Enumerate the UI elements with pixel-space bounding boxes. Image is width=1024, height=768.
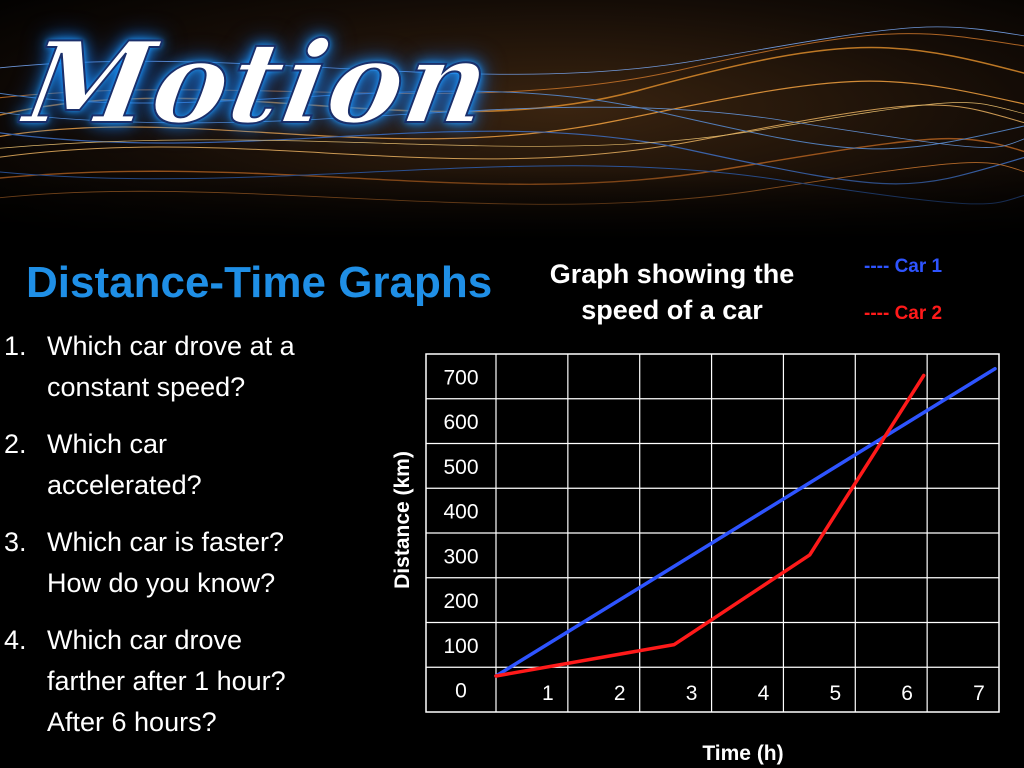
question-number: 3. (4, 527, 27, 557)
question-4: 4. Which car drove farther after 1 hour?… (4, 620, 384, 743)
y-tick-label: 200 (443, 590, 478, 613)
question-number: 1. (4, 331, 27, 361)
x-tick-label: 6 (901, 682, 913, 705)
x-tick-label: 3 (686, 682, 698, 705)
question-line: Which car drove (47, 625, 243, 655)
motion-logo: Motion (16, 17, 502, 150)
question-line: After 6 hours? (47, 707, 217, 737)
x-tick-label: 1 (542, 682, 554, 705)
question-line: Which car is faster? (47, 527, 285, 557)
y-tick-label: 300 (443, 545, 478, 568)
question-3: 3. Which car is faster? How do you know? (4, 522, 384, 604)
y-tick-label: 600 (443, 411, 478, 434)
question-number: 2. (4, 429, 27, 459)
slide-heading: Distance-Time Graphs (26, 258, 493, 307)
x-tick-label: 4 (758, 682, 770, 705)
question-line: Which car (47, 429, 168, 459)
series-line-car-2 (494, 373, 926, 678)
x-tick-label: 7 (973, 682, 985, 705)
question-line: How do you know? (47, 568, 276, 598)
y-tick-label: 100 (443, 635, 478, 658)
tick-labels: 700 600 500 400 300 200 100 0 1 2 3 4 5 6 7 (443, 366, 984, 705)
question-2: 2. Which car accelerated? (4, 424, 384, 506)
grid-lines (426, 354, 999, 712)
question-line: constant speed? (47, 372, 246, 402)
question-1: 1. Which car drove at a constant speed? (4, 326, 384, 408)
x-tick-label: 5 (829, 682, 841, 705)
banner-background (0, 0, 1024, 240)
legend-item-car-2: ---- Car 2 (864, 303, 943, 324)
question-number: 4. (4, 625, 27, 655)
y-tick-label: 500 (443, 456, 478, 479)
graph-title-line-2: speed of a car (581, 295, 763, 325)
series-lines (494, 366, 997, 678)
y-axis-label: Distance (km) (391, 451, 414, 589)
legend-item-car-1: ---- Car 1 (864, 256, 943, 277)
question-line: farther after 1 hour? (47, 666, 286, 696)
x-axis-label: Time (h) (702, 742, 783, 765)
x-tick-label: 2 (614, 682, 626, 705)
distance-time-chart: 700 600 500 400 300 200 100 0 1 2 3 4 5 6 7 Distance (… (391, 353, 1000, 765)
series-line-car-1 (494, 366, 997, 678)
y-tick-label: 0 (455, 680, 467, 703)
y-tick-label: 400 (443, 501, 478, 524)
graph-title-line-1: Graph showing the (549, 259, 795, 289)
graph-title: Graph showing the speed of a car (514, 256, 830, 328)
chart-legend: ---- Car 1 ---- Car 2 (864, 256, 942, 350)
question-line: Which car drove at a (47, 331, 295, 361)
question-line: accelerated? (47, 470, 202, 500)
y-tick-label: 700 (443, 366, 478, 389)
question-list: 1. Which car drove at a constant speed? … (4, 326, 384, 759)
